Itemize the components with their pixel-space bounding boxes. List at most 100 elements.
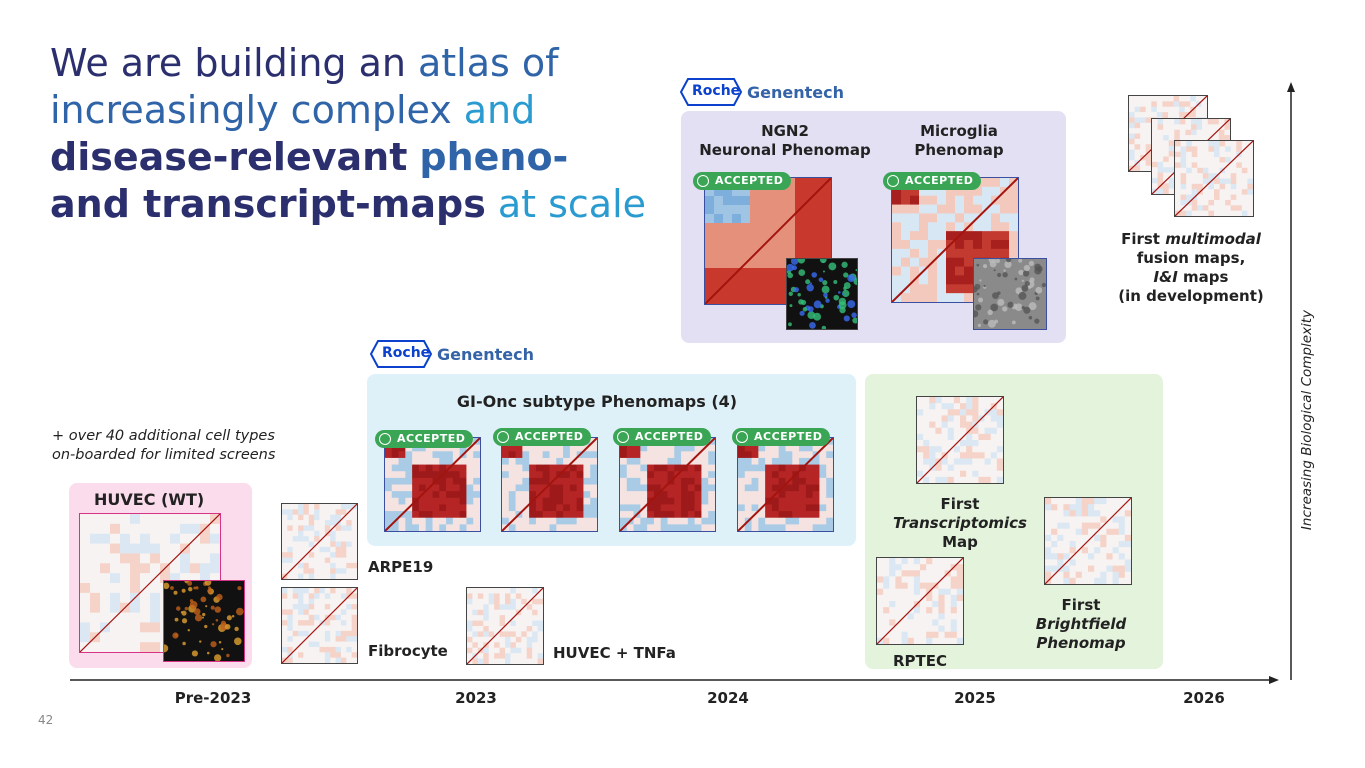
pixel: [351, 598, 357, 605]
pixel: [319, 552, 326, 559]
pixel: [335, 625, 342, 632]
pixel: [187, 581, 193, 586]
pixel: [432, 444, 440, 452]
pixel: [1100, 541, 1107, 548]
pixel: [1009, 213, 1018, 223]
pixel: [319, 520, 326, 526]
pixel: [723, 214, 733, 224]
pixel: [960, 397, 967, 404]
pixel: [799, 524, 807, 531]
pixel: [110, 543, 121, 554]
pixel: [532, 626, 539, 632]
pixel: [929, 452, 936, 459]
pixel: [287, 657, 294, 663]
pixel: [1174, 124, 1181, 131]
pixel: [521, 626, 528, 632]
pixel: [405, 471, 413, 479]
pixel: [1129, 106, 1136, 113]
pixel: [308, 520, 315, 526]
pixel: [984, 470, 992, 478]
pixel: [956, 625, 963, 633]
pixel: [298, 614, 304, 621]
pixel: [1230, 178, 1237, 185]
pixel: [938, 637, 946, 644]
pixel: [1195, 106, 1202, 113]
pixel: [535, 444, 544, 452]
pixel: [1000, 204, 1010, 214]
pixel: [1208, 194, 1215, 201]
pixel: [1197, 162, 1204, 169]
pixel: [804, 223, 814, 233]
pixel: [966, 409, 973, 416]
arrow-head: [1287, 82, 1295, 92]
pixel: [1163, 167, 1170, 174]
pixel: [214, 606, 221, 613]
pixel: [499, 636, 506, 643]
pixel: [488, 604, 495, 611]
pixel: [889, 619, 896, 627]
pixel: [1236, 162, 1243, 169]
pixel: [298, 609, 304, 616]
pixel: [473, 491, 480, 499]
pixel: [640, 457, 648, 466]
pixel: [1140, 112, 1147, 118]
pixel: [385, 517, 393, 525]
pixel: [1174, 119, 1181, 125]
pixel: [877, 631, 884, 639]
pixel: [705, 187, 715, 197]
pixel: [308, 568, 315, 575]
pixel: [1224, 135, 1230, 141]
pixel: [590, 451, 597, 459]
pixel: [901, 240, 911, 250]
pixel: [768, 277, 778, 287]
pixel: [1094, 553, 1101, 560]
pixel: [324, 625, 331, 632]
pixel: [1045, 541, 1052, 548]
pixel: [583, 504, 591, 512]
pixel: [526, 604, 533, 611]
pixel: [287, 530, 294, 537]
pixel: [990, 409, 998, 416]
pixel: [292, 657, 299, 663]
pixel: [1163, 188, 1170, 194]
pixel: [1000, 231, 1010, 241]
pixel: [950, 588, 958, 596]
title-line: Neuronal Phenomap: [699, 141, 871, 159]
pixel: [640, 497, 648, 505]
pixel: [418, 464, 427, 472]
pixel: [583, 477, 591, 485]
pixel: [750, 295, 760, 304]
pixel: [488, 609, 495, 616]
pixel: [532, 647, 539, 654]
pixel: [966, 446, 973, 453]
pixel: [576, 477, 584, 485]
pixel: [502, 504, 510, 512]
pixel: [180, 563, 191, 574]
pixel: [758, 524, 766, 531]
pixel: [932, 637, 939, 644]
pixel: [758, 457, 766, 466]
roche-hex: [680, 78, 742, 106]
pixel: [991, 222, 1001, 232]
pixel: [1168, 167, 1175, 174]
pixel: [100, 514, 111, 525]
pixel: [990, 303, 999, 312]
pixel: [287, 509, 294, 516]
pixel: [935, 440, 943, 447]
year-label: 2024: [707, 689, 749, 707]
pixel: [452, 471, 461, 479]
pixel: [215, 619, 219, 622]
pixel: [723, 223, 733, 233]
pixel: [929, 421, 936, 429]
pixel: [777, 250, 787, 260]
pixel: [292, 636, 299, 643]
pixel: [1069, 516, 1077, 524]
title-text: and transcript-maps: [50, 182, 486, 226]
pixel: [633, 517, 641, 525]
pixel: [466, 517, 474, 525]
pixel: [972, 409, 979, 416]
pixel: [701, 517, 709, 525]
pixel: [170, 533, 181, 545]
pixel: [956, 613, 963, 620]
pixel: [1208, 141, 1215, 147]
